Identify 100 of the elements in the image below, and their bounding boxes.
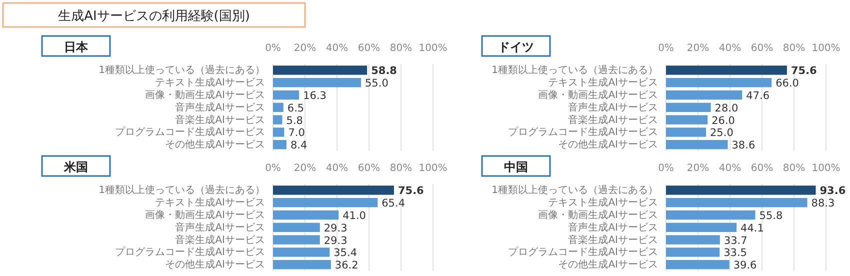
bar [273,260,331,270]
data-label: 8.4 [290,140,308,152]
x-tick-label: 80% [390,163,412,174]
y-tick-label: その他生成AIサービス [558,258,658,271]
y-tick-label: 1種類以上使っている（過去にある） [492,64,658,76]
bar [273,248,330,257]
x-tick-label: 60% [358,163,380,174]
data-label: 7.0 [288,127,305,140]
data-label: 29.3 [324,234,348,247]
bar [273,140,286,150]
data-label: 38.6 [732,140,756,152]
data-label: 6.5 [287,102,304,114]
text: 生成AIサービスの利用経験(国別) [58,9,250,24]
data-label: 39.6 [733,260,758,272]
data-label: 75.6 [790,65,817,78]
y-tick-label: 音楽生成AIサービス [568,234,658,246]
bar [666,78,772,88]
data-label: 16.3 [303,90,326,102]
bar [273,186,394,195]
data-label: 58.8 [371,65,397,78]
bar [273,66,368,75]
bar [666,260,730,270]
y-tick-label: 音声生成AIサービス [175,101,265,114]
data-label: 66.0 [776,78,799,90]
text: 中国 [504,160,528,174]
data-label: 93.6 [820,185,846,198]
y-tick-label: 1種類以上使っている（過去にある） [98,64,265,76]
y-tick-label: テキスト生成AIサービス [155,76,265,89]
y-tick-label: 画像・動画生成AIサービス [145,209,265,221]
text: 日本 [64,40,89,54]
y-tick-label: テキスト生成AIサービス [548,76,658,89]
x-tick-label: 20% [686,43,710,54]
y-tick-label: 画像・動画生成AIサービス [145,89,265,101]
data-label: 33.7 [724,234,748,247]
data-label: 44.1 [740,222,764,234]
x-tick-label: 60% [750,43,774,54]
bar [666,66,787,75]
bar [666,198,808,208]
data-label: 65.4 [382,198,406,210]
y-tick-label: プログラムコード生成AIサービス [508,246,658,258]
x-tick-label: 0% [265,163,281,174]
x-tick-label: 100% [812,163,840,174]
x-tick-label: 20% [294,43,316,54]
y-tick-label: 音楽生成AIサービス [175,234,265,246]
x-tick-label: 80% [782,163,806,174]
data-label: 55.0 [365,78,388,90]
data-label: 36.2 [334,260,358,272]
y-tick-label: 1種類以上使っている（過去にある） [98,184,265,196]
y-tick-label: 音声生成AIサービス [568,221,658,234]
y-tick-label: テキスト生成AIサービス [548,196,658,209]
y-tick-label: テキスト生成AIサービス [155,196,265,209]
x-tick-label: 40% [718,163,742,174]
data-label: 35.4 [334,247,358,260]
x-tick-label: 40% [718,43,742,54]
bar [273,235,320,244]
data-label: 55.8 [759,210,783,222]
x-tick-label: 100% [418,163,448,174]
y-tick-label: 画像・動画生成AIサービス [538,89,658,101]
x-tick-label: 40% [326,43,348,54]
y-tick-label: 音声生成AIサービス [568,101,658,114]
x-tick-label: 100% [418,43,448,54]
y-tick-label: その他生成AIサービス [165,258,265,271]
y-tick-label: その他生成AIサービス [165,138,265,151]
bar [273,210,339,220]
y-tick-label: その他生成AIサービス [558,138,658,151]
data-label: 25.0 [710,127,734,140]
y-tick-label: プログラムコード生成AIサービス [508,126,658,138]
x-tick-label: 0% [658,163,674,174]
data-label: 75.6 [398,185,424,198]
x-tick-label: 0% [658,43,674,54]
x-tick-label: 80% [390,43,412,54]
y-tick-label: 音楽生成AIサービス [568,114,658,126]
text: ドイツ [498,40,534,54]
bar [273,102,284,112]
bar [666,115,708,124]
y-tick-label: 画像・動画生成AIサービス [538,209,658,221]
text: 米国 [63,160,88,174]
x-tick-label: 20% [686,163,710,174]
x-tick-label: 40% [326,163,348,174]
bar [666,128,706,137]
x-tick-label: 60% [750,163,774,174]
bar [273,115,282,124]
data-label: 5.8 [286,114,303,127]
bar [666,248,720,257]
y-tick-label: プログラムコード生成AIサービス [115,126,265,138]
x-tick-label: 100% [812,43,840,54]
bar [273,128,284,137]
data-label: 88.3 [811,198,835,210]
bar [273,198,378,208]
y-tick-label: 音声生成AIサービス [175,221,265,234]
bar [273,222,320,232]
bar [666,186,816,195]
y-tick-label: 音楽生成AIサービス [175,114,265,126]
bar [273,90,300,100]
bar [666,140,728,150]
bar [666,222,737,232]
bar [666,210,756,220]
data-label: 33.5 [724,247,747,260]
data-label: 29.3 [324,222,348,234]
y-tick-label: プログラムコード生成AIサービス [115,246,265,258]
